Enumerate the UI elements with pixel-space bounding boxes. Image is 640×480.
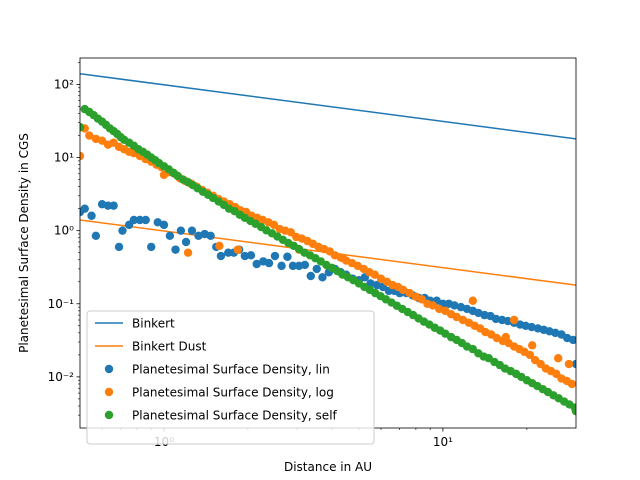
data-point-s3-91 — [183, 248, 193, 257]
data-point-s2-40 — [306, 271, 315, 281]
data-point-s2-36 — [283, 252, 292, 261]
data-point-s2-50 — [366, 279, 375, 288]
data-point-s4-98 — [571, 406, 576, 416]
data-point-s2-2 — [87, 211, 96, 220]
data-point-s3-2 — [85, 131, 94, 140]
data-point-s3-98 — [501, 332, 510, 342]
data-point-s2-13 — [147, 242, 156, 252]
legend-box — [86, 310, 375, 445]
data-point-s2-25 — [216, 251, 226, 261]
data-point-s3-62 — [417, 295, 426, 304]
data-point-s2-7 — [114, 242, 124, 252]
legend-swatch-2 — [104, 364, 114, 374]
data-point-s2-33 — [264, 258, 274, 268]
data-point-s2-1 — [80, 204, 89, 213]
data-point-s3-96 — [468, 296, 478, 305]
data-point-s2-31 — [252, 259, 261, 269]
y-tick-label-4: 10² — [54, 77, 74, 91]
data-point-s2-30 — [246, 251, 256, 260]
y-tick-label-3: 10¹ — [54, 151, 74, 165]
data-point-s2-84 — [568, 335, 576, 345]
data-point-s3-4 — [97, 136, 107, 145]
data-point-s3-99 — [528, 341, 537, 350]
data-layer — [80, 73, 576, 416]
data-point-s3-100 — [554, 354, 563, 363]
data-point-s3-54 — [370, 270, 380, 279]
data-point-s2-18 — [176, 226, 186, 235]
x-axis-label: Distance in AU — [284, 460, 372, 474]
data-point-s3-0 — [80, 151, 85, 161]
data-point-s2-17 — [171, 245, 180, 254]
data-point-s2-23 — [206, 231, 215, 241]
data-point-s2-10 — [129, 215, 139, 225]
data-point-s2-64 — [450, 301, 459, 310]
legend-label-1: Binkert Dust — [132, 340, 207, 354]
data-point-s3-81 — [525, 350, 535, 360]
data-point-s3-95 — [338, 254, 348, 263]
y-axis-label: Planetesimal Surface Density in CGS — [17, 133, 31, 353]
data-point-s3-92 — [215, 241, 224, 251]
data-point-s2-3 — [91, 231, 101, 241]
data-point-s2-37 — [288, 261, 298, 271]
data-point-s4-99 — [80, 123, 85, 132]
data-point-s2-34 — [270, 251, 280, 261]
data-point-s3-36 — [269, 220, 279, 230]
y-tick-label-1: 10⁻¹ — [48, 297, 75, 311]
data-point-s2-8 — [118, 226, 127, 235]
legend-swatch-3 — [104, 387, 114, 397]
legend-label-4: Planetesimal Surface Density, self — [132, 409, 338, 423]
data-point-s2-85 — [571, 359, 576, 369]
legend-swatch-4 — [104, 410, 114, 420]
data-point-s3-60 — [405, 288, 414, 298]
legend: Binkert Binkert Dust Planetesimal Surface … — [86, 310, 375, 445]
data-point-s3-59 — [398, 285, 408, 295]
data-point-s3-68 — [452, 312, 461, 322]
data-point-s3-89 — [567, 379, 576, 389]
data-point-s3-64 — [428, 301, 438, 310]
data-point-s2-20 — [187, 226, 197, 235]
data-point-s2-42 — [318, 273, 327, 282]
x-tick-label-1: 10¹ — [433, 435, 453, 449]
y-tick-label-2: 10⁰ — [54, 224, 74, 238]
y-tick-label-0: 10⁻² — [48, 370, 75, 384]
data-point-s2-39 — [300, 260, 310, 270]
data-point-s3-93 — [233, 245, 243, 254]
data-point-s2-16 — [165, 231, 175, 241]
data-point-s2-15 — [159, 220, 169, 230]
data-point-s2-41 — [312, 264, 321, 274]
data-point-s2-19 — [181, 237, 191, 247]
data-point-s3-97 — [509, 315, 519, 325]
data-point-s3-101 — [564, 359, 574, 369]
data-point-s2-12 — [141, 215, 150, 225]
data-point-s2-6 — [109, 201, 118, 210]
series-line-0 — [80, 73, 576, 140]
data-point-s2-29 — [240, 251, 250, 261]
data-point-s2-35 — [277, 261, 286, 271]
legend-label-0: Binkert — [132, 317, 175, 331]
legend-label-3: Planetesimal Surface Density, log — [132, 386, 334, 400]
data-point-s2-77 — [527, 322, 536, 332]
legend-label-2: Planetesimal Surface Density, lin — [132, 363, 330, 377]
data-point-s2-11 — [135, 215, 145, 225]
